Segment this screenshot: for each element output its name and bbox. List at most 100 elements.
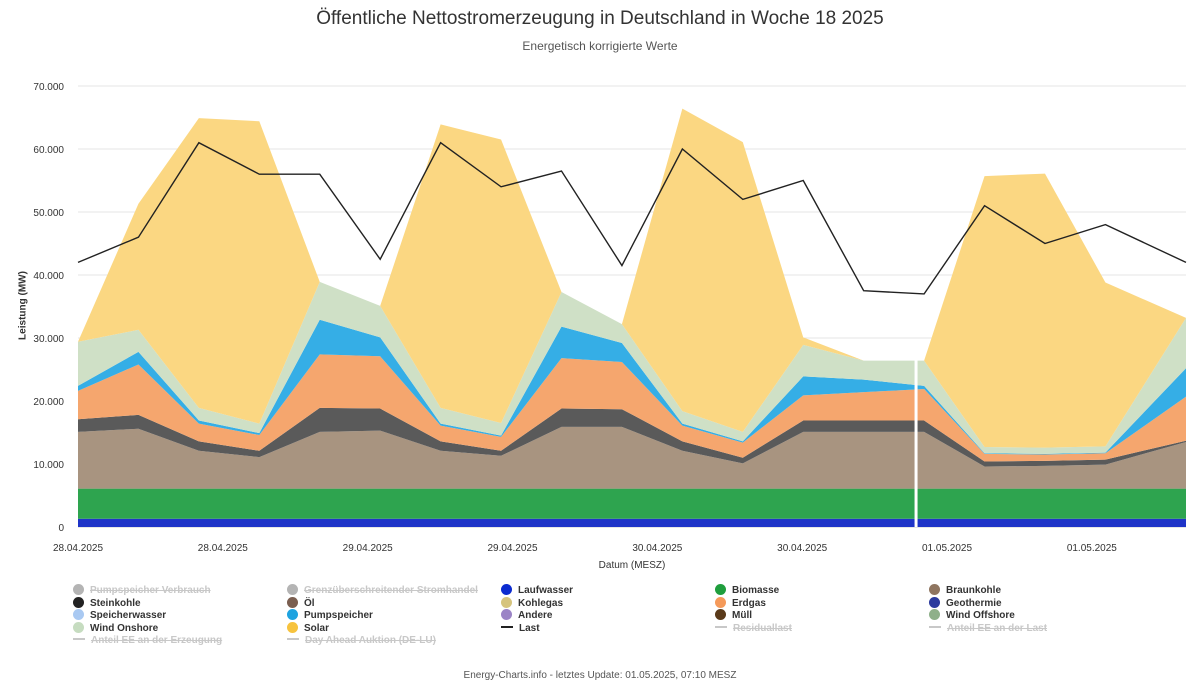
legend-item-kohlegas[interactable]: Kohlegas <box>501 596 564 610</box>
legend-item-biomasse[interactable]: Biomasse <box>715 584 779 597</box>
legend-line-icon <box>929 625 941 628</box>
y-tick-label: 0 <box>58 523 64 534</box>
legend-dot-icon <box>287 609 298 620</box>
legend-dot-icon <box>73 621 84 633</box>
legend-item-pumpspeicher[interactable]: Pumpspeicher <box>287 609 373 622</box>
legend-dot-icon <box>715 596 726 608</box>
y-tick-label: 60.000 <box>33 145 64 156</box>
legend-item-erdgas[interactable]: Erdgas <box>715 596 766 610</box>
legend-dot-icon <box>715 584 726 595</box>
legend-label: Anteil EE an der Last <box>947 622 1048 634</box>
y-tick-label: 70.000 <box>33 82 64 93</box>
x-tick-label: 30.04.2025 <box>777 543 827 554</box>
legend-line-icon <box>715 625 727 628</box>
legend-label: Wind Onshore <box>90 622 159 634</box>
legend-dot-icon <box>73 596 84 608</box>
y-tick-label: 30.000 <box>33 334 64 345</box>
legend-label: Anteil EE an der Erzeugung <box>91 635 223 646</box>
legend-label: Last <box>519 622 540 634</box>
legend-dot-icon <box>73 584 84 595</box>
legend-item-day-ahead-auktion-de-lu-[interactable]: Day Ahead Auktion (DE-LU) <box>287 634 436 647</box>
area-braunkohle <box>78 426 1186 489</box>
legend-item-öl[interactable]: Öl <box>287 596 315 610</box>
legend-label: Andere <box>518 610 553 621</box>
legend-label: Day Ahead Auktion (DE-LU) <box>305 635 436 646</box>
legend-line-icon <box>73 638 85 640</box>
x-tick-label: 29.04.2025 <box>343 543 393 554</box>
legend-item-grenzüberschreitender-stromhandel[interactable]: Grenzüberschreitender Stromhandel <box>287 584 478 597</box>
x-tick-label: 28.04.2025 <box>198 543 248 554</box>
legend-dot-icon <box>73 609 84 620</box>
legend-item-steinkohle[interactable]: Steinkohle <box>73 596 141 610</box>
legend-label: Residuallast <box>733 622 792 634</box>
legend-dot-icon <box>929 584 940 595</box>
x-tick-label: 28.04.2025 <box>53 543 103 554</box>
chart-subtitle: Energetisch korrigierte Werte <box>522 39 678 53</box>
x-tick-label: 29.04.2025 <box>487 543 537 554</box>
legend-label: Biomasse <box>732 585 780 596</box>
legend-dot-icon <box>715 609 726 620</box>
legend-label: Steinkohle <box>90 597 141 609</box>
area-biomasse <box>78 488 1186 519</box>
area-steinkohle <box>78 407 1186 467</box>
footer-update-note: Energy-Charts.info - letztes Update: 01.… <box>463 670 737 681</box>
legend-dot-icon <box>287 621 298 633</box>
y-tick-label: 20.000 <box>33 397 64 408</box>
legend-item-wind-offshore[interactable]: Wind Offshore <box>929 609 1015 622</box>
legend-item-anteil-ee-an-der-last[interactable]: Anteil EE an der Last <box>929 622 1047 635</box>
legend-item-laufwasser[interactable]: Laufwasser <box>501 584 573 597</box>
legend-dot-icon <box>287 596 298 608</box>
legend-line-icon <box>287 638 299 640</box>
x-axis-label: Datum (MESZ) <box>598 560 666 571</box>
last-line <box>77 141 1187 295</box>
y-tick-label: 50.000 <box>33 208 64 219</box>
legend-dot-icon <box>501 596 512 608</box>
area-erdgas <box>78 354 1186 462</box>
legend-item-last[interactable]: Last <box>501 622 540 635</box>
y-tick-labels: 0 10.000 20.000 30.000 40.000 50.000 60.000 70.… <box>33 82 64 534</box>
legend-label: Speicherwasser <box>90 610 167 621</box>
y-axis-label: Leistung (MW) <box>17 271 29 340</box>
legend-dot-icon <box>929 609 940 620</box>
legend-label: Erdgas <box>732 597 766 609</box>
legend-item-geothermie[interactable]: Geothermie <box>929 596 1002 610</box>
x-tick-labels: 28.04.2025 28.04.2025 29.04.2025 29.04.2025… <box>53 543 1117 554</box>
legend-label: Öl <box>304 597 315 609</box>
legend-label: Geothermie <box>946 597 1002 609</box>
legend-label: Solar <box>304 622 330 634</box>
x-tick-label: 01.05.2025 <box>922 543 972 554</box>
legend-label: Kohlegas <box>518 597 564 609</box>
legend-item-speicherwasser[interactable]: Speicherwasser <box>73 609 166 622</box>
area-pumpspeicher <box>78 319 1186 455</box>
area-wind-onshore <box>78 281 1186 454</box>
area-solar <box>78 108 1186 448</box>
legend-label: Pumpspeicher Verbrauch <box>90 585 211 596</box>
x-tick-label: 01.05.2025 <box>1067 543 1117 554</box>
legend-dot-icon <box>287 584 298 595</box>
chart-title: Öffentliche Nettostromerzeugung in Deuts… <box>316 8 884 29</box>
legend-label: Laufwasser <box>518 585 574 596</box>
legend-label: Müll <box>732 610 752 621</box>
legend-item-solar[interactable]: Solar <box>287 621 330 635</box>
legend-item-andere[interactable]: Andere <box>501 609 552 622</box>
x-tick-label: 30.04.2025 <box>632 543 682 554</box>
legend-item-müll[interactable]: Müll <box>715 609 752 622</box>
legend-label: Grenzüberschreitender Stromhandel <box>304 585 478 596</box>
legend-dot-icon <box>501 609 512 620</box>
y-tick-label: 10.000 <box>33 460 64 471</box>
legend-dot-icon <box>501 584 512 595</box>
area-series <box>78 108 1186 527</box>
area-laufwasser <box>78 518 1186 527</box>
legend-item-anteil-ee-an-der-erzeugung[interactable]: Anteil EE an der Erzeugung <box>73 634 222 647</box>
last-line-group <box>77 141 1187 295</box>
legend-label: Braunkohle <box>946 585 1002 596</box>
legend-dot-icon <box>929 596 940 608</box>
legend-item-wind-onshore[interactable]: Wind Onshore <box>73 621 159 635</box>
legend-item-pumpspeicher-verbrauch[interactable]: Pumpspeicher Verbrauch <box>73 584 211 597</box>
legend-item-braunkohle[interactable]: Braunkohle <box>929 584 1001 597</box>
legend-label: Pumpspeicher <box>304 610 373 621</box>
legend-item-residuallast[interactable]: Residuallast <box>715 622 792 635</box>
y-tick-label: 40.000 <box>33 271 64 282</box>
legend-line-icon <box>501 625 513 628</box>
